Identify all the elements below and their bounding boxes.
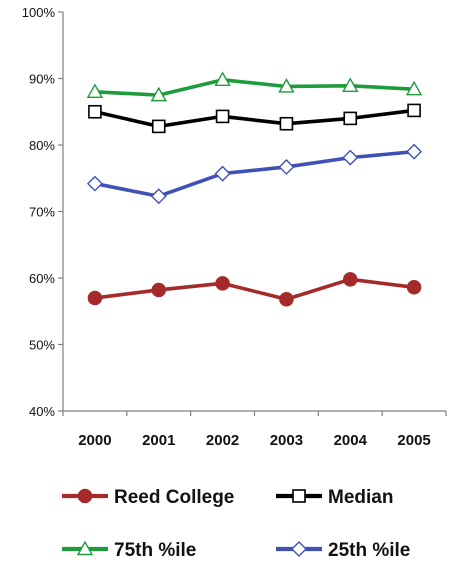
data-point-p25 <box>86 175 103 192</box>
legend-label: Reed College <box>114 487 234 508</box>
legend-marker <box>76 540 94 556</box>
series-reed <box>87 272 422 307</box>
data-point-median <box>88 104 102 119</box>
data-point-median <box>151 119 166 134</box>
axes <box>62 12 446 412</box>
data-point-reed <box>279 292 294 307</box>
data-point-p25 <box>150 188 167 205</box>
legend-label: Median <box>328 487 393 508</box>
legend-item-p75: 75th %ile <box>62 540 196 561</box>
data-point-p25 <box>342 149 359 166</box>
data-point-reed <box>87 290 103 306</box>
data-point-p25 <box>214 165 231 182</box>
legend-marker <box>291 541 307 557</box>
series-group <box>86 71 423 307</box>
data-point-reed <box>343 272 358 287</box>
series-line-p75 <box>94 78 415 97</box>
y-tick-label: 100% <box>22 5 56 20</box>
data-point-p75 <box>86 83 104 99</box>
y-tick-label: 60% <box>29 271 55 286</box>
legend-item-median: Median <box>276 487 393 508</box>
y-tick-label: 80% <box>29 138 55 153</box>
x-tick-label: 2000 <box>78 432 111 449</box>
y-axis-ticks: 40% 50% 60% 70% 80% 90% 100% <box>22 5 63 419</box>
x-axis-ticks: 2000 2001 2002 2003 2004 2005 <box>62 411 447 449</box>
series-p75 <box>86 71 423 102</box>
x-tick-label: 2001 <box>142 432 175 449</box>
data-point-reed <box>406 280 422 295</box>
data-point-median <box>279 116 294 131</box>
data-point-p75 <box>150 86 167 102</box>
data-point-p75 <box>214 71 231 87</box>
legend-marker <box>77 488 93 504</box>
series-line-median <box>94 108 415 129</box>
legend-label: 25th %ile <box>328 540 410 561</box>
legend-item-p25: 25th %ile <box>276 540 410 561</box>
y-tick-label: 90% <box>29 72 55 87</box>
x-tick-label: 2003 <box>270 432 303 449</box>
legend-item-reed: Reed College <box>62 487 234 508</box>
y-tick-label: 40% <box>29 404 55 419</box>
series-median <box>88 103 421 134</box>
x-tick-label: 2002 <box>206 432 239 449</box>
data-point-reed <box>151 282 166 298</box>
legend-label: 75th %ile <box>114 540 196 561</box>
data-point-median <box>343 111 358 126</box>
data-point-p75 <box>278 78 295 93</box>
x-tick-label: 2004 <box>334 432 368 449</box>
data-point-median <box>407 103 421 118</box>
y-tick-label: 50% <box>29 338 55 353</box>
series-p25 <box>86 143 423 205</box>
data-point-p75 <box>342 77 359 93</box>
data-point-median <box>215 109 230 124</box>
data-point-p25 <box>406 143 423 160</box>
data-point-p75 <box>405 80 423 96</box>
series-line-reed <box>94 277 415 302</box>
data-point-p25 <box>278 158 295 175</box>
legend: Reed College Median 75th %ile 25th %ile <box>62 487 410 561</box>
legend-marker <box>292 489 306 503</box>
y-tick-label: 70% <box>29 205 55 220</box>
data-point-reed <box>215 276 230 291</box>
x-tick-label: 2005 <box>397 432 430 449</box>
series-line-p25 <box>94 149 415 199</box>
